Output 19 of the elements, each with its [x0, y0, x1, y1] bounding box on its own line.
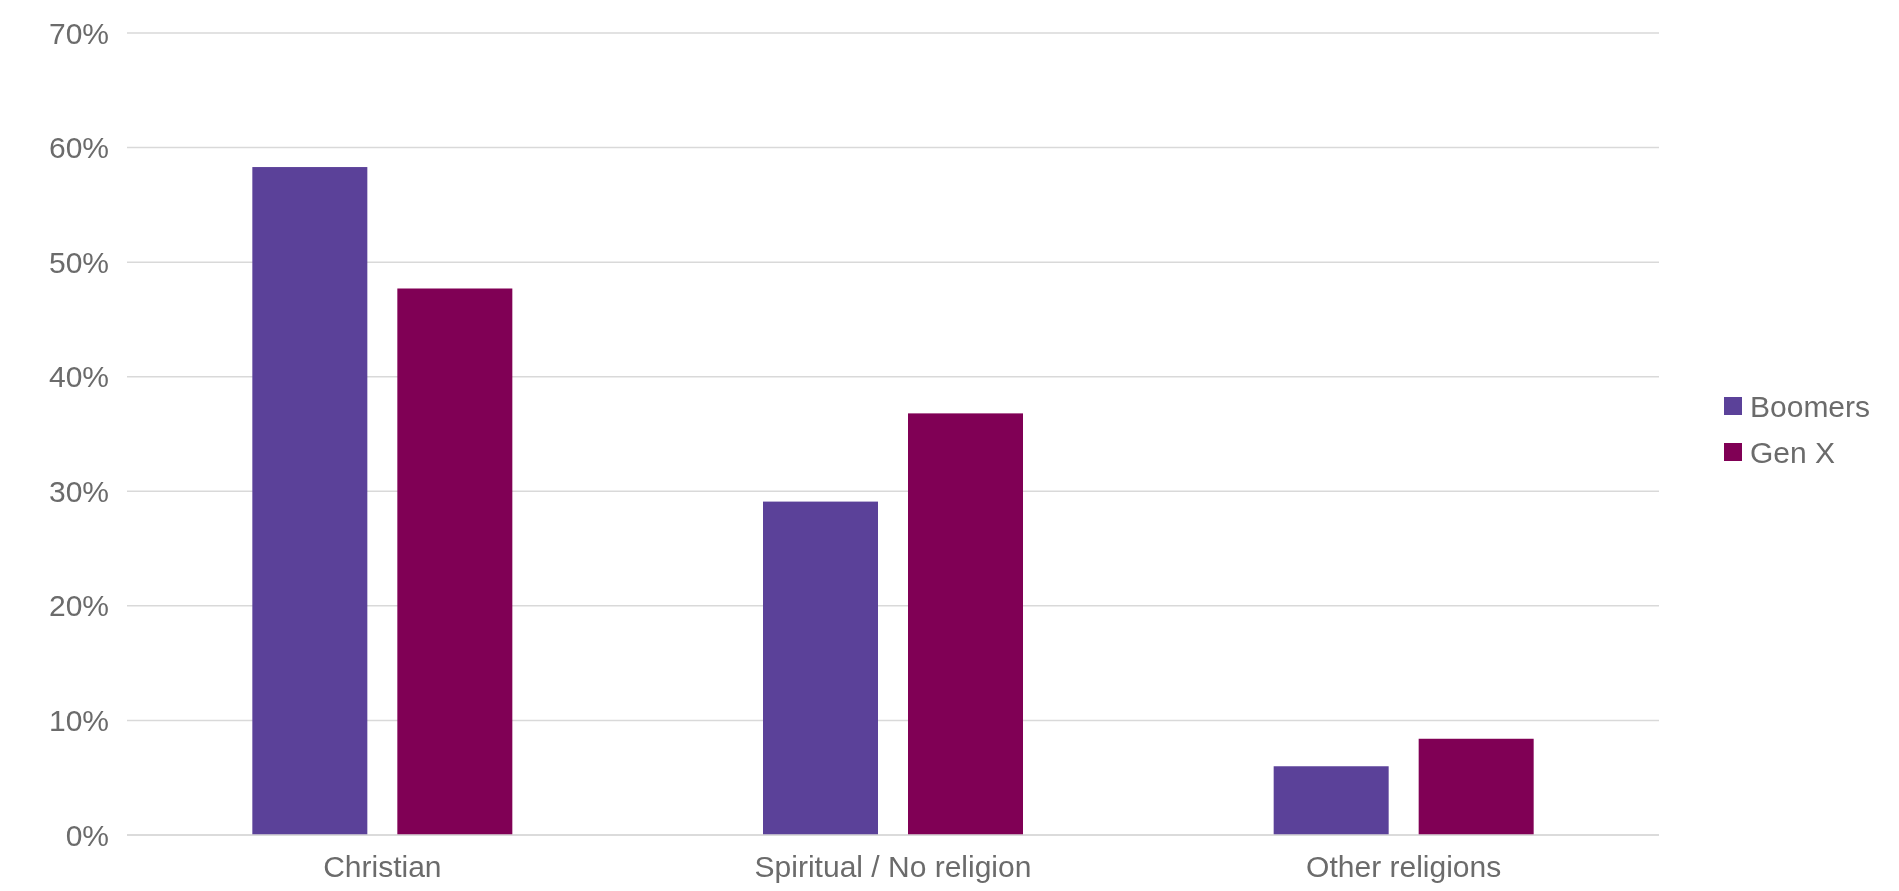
- bar: [1273, 766, 1389, 835]
- bar: [763, 501, 878, 835]
- bar: [1418, 738, 1534, 835]
- bar: [252, 167, 368, 835]
- y-tick-label: 60%: [48, 131, 109, 165]
- legend-label: Gen X: [1750, 435, 1836, 469]
- legend-label: Boomers: [1750, 389, 1871, 423]
- y-tick-label: 0%: [65, 818, 109, 852]
- x-tick-label: Spiritual / No religion: [754, 850, 1032, 883]
- y-tick-label: 50%: [48, 245, 109, 279]
- y-tick-label: 40%: [48, 360, 109, 394]
- x-tick-label: Other religions: [1306, 850, 1502, 883]
- bar: [908, 413, 1023, 835]
- y-tick-label: 70%: [48, 16, 109, 50]
- x-tick-label: Christian: [323, 850, 442, 883]
- y-tick-label: 20%: [48, 589, 109, 623]
- y-tick-label: 10%: [48, 703, 109, 737]
- bar: [397, 288, 513, 835]
- y-tick-label: 30%: [48, 474, 109, 508]
